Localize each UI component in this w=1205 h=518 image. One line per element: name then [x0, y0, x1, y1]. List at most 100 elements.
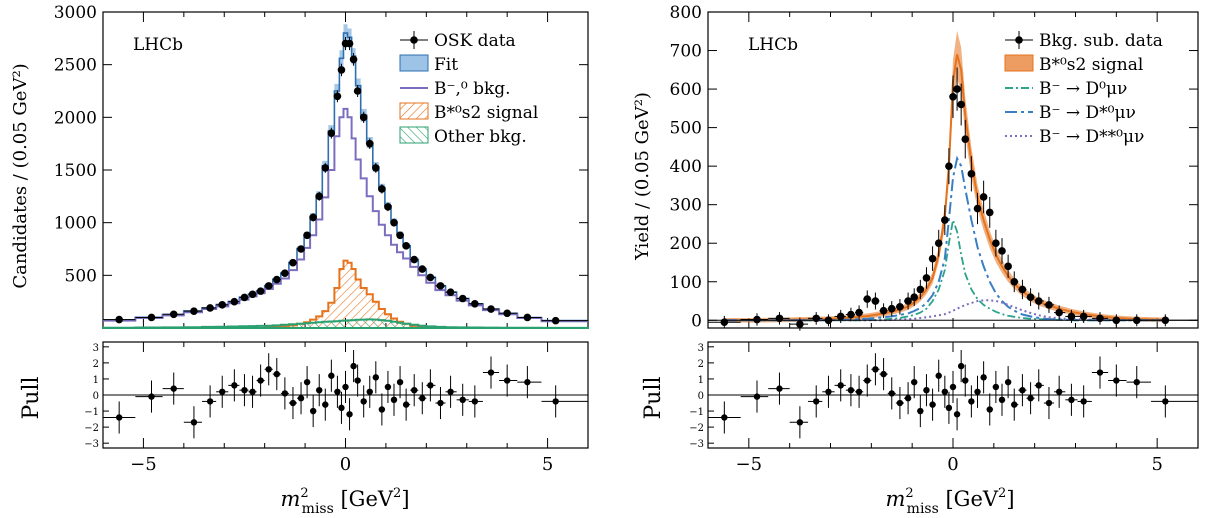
data-point: [365, 139, 374, 148]
right-main-plot: 0 100 200 300 400 500 600 700 800 Bkg. sub. data B…: [670, 3, 1199, 331]
pull-tick-label: −3: [689, 439, 704, 450]
legend-symbol: [399, 102, 429, 120]
data-point: [309, 213, 317, 222]
data-point: [315, 192, 324, 201]
data-point: [426, 273, 435, 282]
data-point: [1026, 293, 1035, 301]
pull-point: [241, 386, 248, 394]
pull-point: [231, 382, 238, 389]
data-point: [1004, 262, 1012, 271]
data-point: [957, 100, 965, 109]
data-point: [378, 185, 386, 193]
left-ylabel: Candidates / (0.05 GeV²): [10, 63, 31, 288]
pull-tick-label: 1: [93, 375, 99, 386]
pull-point: [968, 398, 975, 405]
pull-point: [402, 401, 410, 408]
right-pull-label: Pull: [641, 376, 666, 419]
data-point: [321, 164, 330, 172]
data-point: [992, 239, 1000, 248]
y-tick-label: 800: [670, 3, 702, 23]
pull-point: [350, 362, 357, 370]
left-xlabel: m2 miss [GeV2]: [280, 486, 409, 517]
data-point: [941, 216, 949, 224]
data-point: [458, 294, 467, 303]
y-tick-label: 3000: [54, 3, 97, 23]
data-point: [1132, 316, 1141, 325]
data-point: [230, 297, 239, 306]
y-tick-label: 0: [691, 311, 702, 331]
pull-point: [847, 386, 855, 394]
pull-point: [992, 383, 1000, 391]
pull-point: [880, 370, 887, 378]
x-tick-label: −5: [130, 454, 157, 475]
pull-point: [980, 374, 987, 381]
data-point: [1045, 301, 1053, 309]
pull-point: [219, 388, 226, 395]
pull-point: [986, 406, 993, 413]
data-point: [979, 193, 988, 201]
right-watermark: LHCb: [748, 35, 798, 55]
data-point: [327, 129, 336, 137]
xlabel-m: m: [280, 487, 300, 511]
pull-point: [923, 386, 930, 394]
legend-symbol: [1015, 36, 1023, 44]
pull-point: [1080, 398, 1087, 405]
legend-label: B⁻ → D**⁰μν: [1039, 127, 1144, 147]
x-tick-label: 5: [542, 454, 553, 475]
pull-point: [1068, 396, 1075, 404]
pull-point: [776, 385, 783, 392]
pull-point: [962, 377, 969, 384]
y-tick-label: 500: [670, 119, 702, 139]
pull-point: [316, 386, 323, 394]
xlabel-unit-sup: 2: [393, 486, 401, 501]
legend-symbol: [410, 36, 418, 44]
left-watermark: LHCb: [133, 35, 183, 55]
data-point: [753, 315, 761, 324]
pull-point: [273, 370, 280, 378]
data-point: [256, 287, 265, 295]
data-point: [879, 306, 888, 315]
pull-point: [289, 399, 297, 407]
x-tick-label: 0: [947, 454, 958, 475]
data-point: [720, 318, 729, 327]
xlabel-unit-close: ]: [1006, 487, 1014, 511]
right-xlabel: m2 miss [GeV2]: [885, 486, 1014, 517]
pull-point: [974, 388, 981, 395]
pull-point: [257, 377, 264, 384]
pull-point: [1004, 378, 1012, 386]
data-point: [1161, 316, 1170, 325]
data-point: [281, 269, 289, 278]
data-point: [775, 314, 784, 323]
pull-point: [487, 369, 495, 376]
data-point: [1018, 285, 1027, 294]
pull-point: [170, 385, 177, 392]
data-point: [248, 290, 257, 299]
left-main-plot: 500 1000 1500 2000 2500 3000 OSK data Fit B⁻,⁰ b…: [54, 3, 589, 329]
legend-label: OSK data: [434, 31, 516, 51]
data-point: [871, 297, 880, 305]
data-point: [337, 66, 346, 74]
left-pull-plot: −5 0 5 3 2 1 0 −1 −2 −3: [84, 341, 589, 475]
data-point: [1096, 314, 1104, 323]
series-other-bkg: [102, 318, 589, 329]
pull-point: [334, 388, 341, 395]
pull-point: [552, 398, 559, 405]
x-tick-label: 0: [340, 454, 351, 475]
data-point: [863, 295, 872, 303]
data-point: [471, 299, 479, 308]
data-point: [503, 309, 511, 318]
pull-point: [825, 388, 832, 395]
pull-point: [1019, 386, 1026, 394]
right-ylabel: Yield / (0.05 GeV²): [632, 92, 653, 261]
y-tick-label: 600: [670, 80, 702, 100]
legend-label: B⁻,⁰ bkg.: [434, 79, 511, 99]
data-point: [396, 231, 404, 240]
data-point: [289, 258, 297, 267]
pull-point: [384, 383, 392, 391]
legend-symbol: [399, 126, 429, 144]
data-point: [836, 312, 845, 321]
data-point: [973, 204, 982, 213]
data-point: [390, 218, 398, 227]
